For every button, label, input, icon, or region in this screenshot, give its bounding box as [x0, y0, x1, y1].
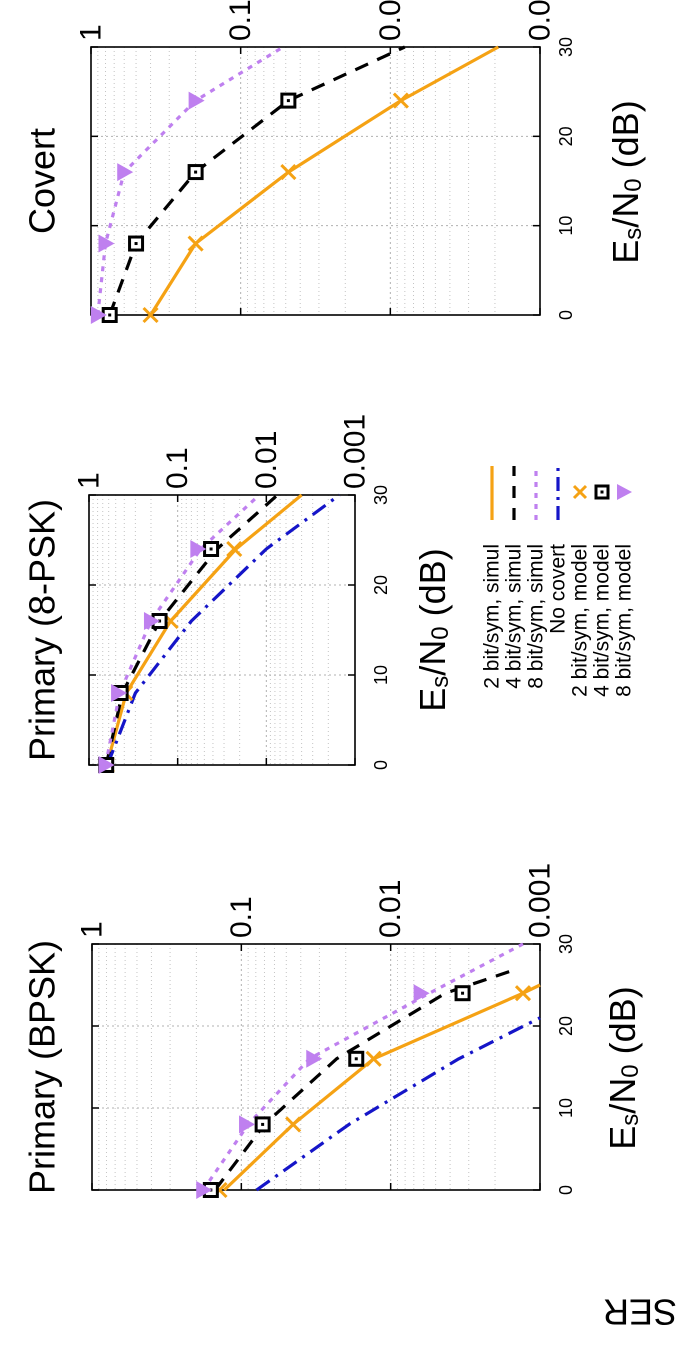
- marker-triangle: [239, 1115, 256, 1134]
- xtick-label: 30: [556, 37, 576, 57]
- marker-x: [280, 164, 297, 181]
- legend: 2 bit/sym, simul 4 bit/sym, simul 8 bit/sy…: [481, 466, 636, 697]
- xtick-label: 10: [371, 665, 391, 685]
- legend-label: 2 bit/sym, simul: [481, 544, 504, 689]
- panel-title: Primary (8-PSK): [22, 499, 63, 761]
- marker-square-dot: [134, 242, 138, 246]
- series-line-0: [223, 983, 541, 1192]
- ytick-label: 1: [75, 24, 108, 41]
- marker-square-dot: [261, 1122, 265, 1126]
- series-line-1: [213, 967, 519, 1191]
- marker-triangle: [111, 684, 128, 702]
- ytick-label: 0.001: [339, 414, 372, 489]
- xtick-label: 10: [556, 216, 576, 236]
- ytick-label: 1: [73, 472, 106, 489]
- legend-label: 4 bit/sym, model: [591, 544, 614, 697]
- series-line-3: [105, 493, 341, 766]
- marker-triangle: [98, 234, 115, 253]
- series-line-3: [255, 1016, 541, 1192]
- ytick-label: 0.01: [374, 880, 407, 938]
- ytick-label: 0.1: [224, 0, 257, 41]
- ytick-label: 0.001: [524, 0, 557, 41]
- xtick-label: 20: [556, 1016, 576, 1036]
- ytick-label: 0.01: [374, 0, 407, 41]
- xtick-label: 30: [556, 934, 576, 954]
- marker-triangle: [413, 984, 430, 1003]
- xlabel-covert: Es/N0 (dB): [605, 100, 647, 263]
- marker-x: [365, 1050, 382, 1067]
- grid-layer: [89, 47, 540, 1190]
- xtick-label: 20: [371, 575, 391, 595]
- marker-x: [226, 540, 243, 558]
- marker-x: [392, 92, 409, 109]
- ytick-label: 0.1: [225, 896, 258, 938]
- ytick-label: 0.1: [161, 447, 194, 489]
- plot-frame: [91, 943, 541, 1191]
- marker-x: [142, 306, 159, 324]
- marker-square-dot: [194, 170, 198, 174]
- ytick-label: 0.001: [524, 863, 557, 938]
- legend-marker-square-dot: [600, 490, 604, 494]
- series-line-0: [149, 45, 500, 316]
- plot-frame: [88, 494, 356, 766]
- legend-label: 8 bit/sym, simul: [525, 544, 548, 689]
- legend-label: 8 bit/sym, model: [613, 544, 636, 697]
- marker-square-dot: [108, 313, 112, 317]
- marker-x: [285, 1116, 302, 1133]
- marker-square-dot: [286, 99, 290, 103]
- marker-triangle: [117, 163, 134, 182]
- marker-x: [514, 985, 532, 1002]
- panel-title: Primary (BPSK): [22, 940, 63, 1194]
- xtick-label: 0: [556, 1185, 576, 1195]
- series-line-1: [108, 45, 406, 316]
- xlabel-8psk: Es/N0 (dB): [412, 548, 454, 711]
- legend-marker-x: [572, 484, 588, 500]
- marker-square-dot: [461, 991, 465, 995]
- marker-square-dot: [209, 547, 213, 551]
- marker-triangle: [196, 1181, 213, 1199]
- marker-x: [187, 235, 204, 252]
- xtick-label: 0: [556, 310, 576, 320]
- legend-marker-triangle: [617, 484, 632, 500]
- marker-square-dot: [354, 1057, 358, 1061]
- marker-triangle: [98, 756, 115, 774]
- panel-title: Covert: [22, 128, 63, 234]
- xtick-label: 0: [371, 760, 391, 770]
- data-layer: [88, 45, 541, 1199]
- plot-frame: [90, 46, 541, 316]
- xtick-label: 30: [371, 485, 391, 505]
- xlabel-bpsk: Es/N0 (dB): [602, 986, 644, 1149]
- marker-triangle: [306, 1049, 323, 1068]
- marker-triangle: [90, 306, 107, 324]
- marker-triangle: [143, 612, 160, 630]
- xtick-label: 20: [556, 126, 576, 146]
- legend-label: 4 bit/sym, simul: [503, 544, 526, 689]
- legend-label: 2 bit/sym, model: [569, 544, 592, 697]
- series-line-2: [104, 493, 261, 766]
- marker-triangle: [188, 91, 205, 110]
- ytick-label: 1: [76, 921, 109, 938]
- ylabel-ser: SER: [603, 1292, 676, 1333]
- ytick-label: 0.01: [250, 431, 283, 489]
- legend-label: No covert: [547, 544, 570, 634]
- xtick-label: 10: [556, 1098, 576, 1118]
- marker-triangle: [190, 540, 207, 558]
